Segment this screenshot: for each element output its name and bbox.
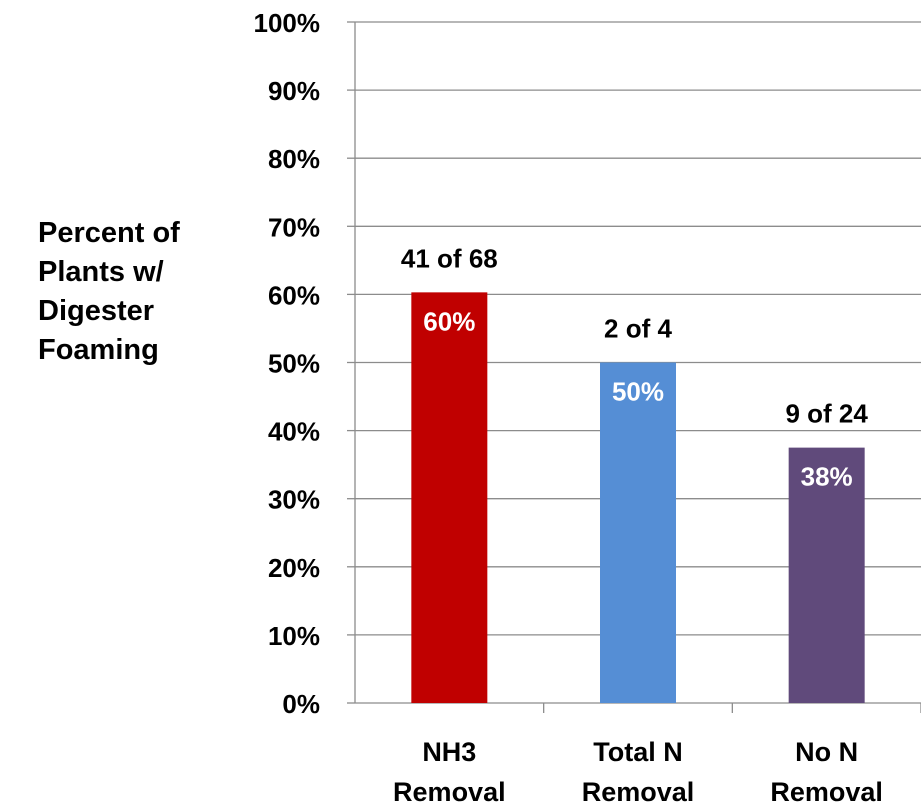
y-axis-label-line: Plants w/ bbox=[38, 256, 164, 288]
y-axis-label-line: Percent of bbox=[38, 217, 180, 249]
bar-count-label: 41 of 68 bbox=[401, 243, 498, 273]
y-tick-label: 20% bbox=[268, 553, 320, 583]
x-category-label: Removal bbox=[393, 777, 506, 807]
y-axis-label-line: Digester bbox=[38, 295, 155, 327]
bar-count-label: 2 of 4 bbox=[604, 314, 672, 344]
bar-value-label: 38% bbox=[801, 462, 853, 492]
y-tick-label: 60% bbox=[268, 280, 320, 310]
y-tick-label: 30% bbox=[268, 485, 320, 515]
y-tick-label: 10% bbox=[268, 621, 320, 651]
x-category-label: Total N bbox=[593, 737, 683, 767]
bar-count-label: 9 of 24 bbox=[785, 399, 868, 429]
x-category-label: Removal bbox=[770, 777, 883, 807]
y-axis-label-line: Foaming bbox=[38, 334, 159, 366]
x-category-label: NH3 bbox=[422, 737, 476, 767]
y-axis-label: Percent of Plants w/ Digester Foaming bbox=[38, 214, 213, 370]
bar bbox=[600, 362, 676, 703]
y-tick-label: 50% bbox=[268, 349, 320, 379]
bar-value-label: 50% bbox=[612, 377, 664, 407]
y-tick-label: 100% bbox=[254, 8, 321, 38]
y-tick-label: 90% bbox=[268, 76, 320, 106]
x-category-label: No N bbox=[795, 737, 858, 767]
y-tick-label: 70% bbox=[268, 212, 320, 242]
x-category-label: Removal bbox=[582, 777, 695, 807]
bar-value-label: 60% bbox=[423, 306, 475, 336]
y-tick-label: 80% bbox=[268, 144, 320, 174]
y-tick-label: 40% bbox=[268, 417, 320, 447]
bar bbox=[411, 292, 488, 703]
y-tick-label: 0% bbox=[282, 689, 320, 719]
bar bbox=[788, 447, 865, 703]
